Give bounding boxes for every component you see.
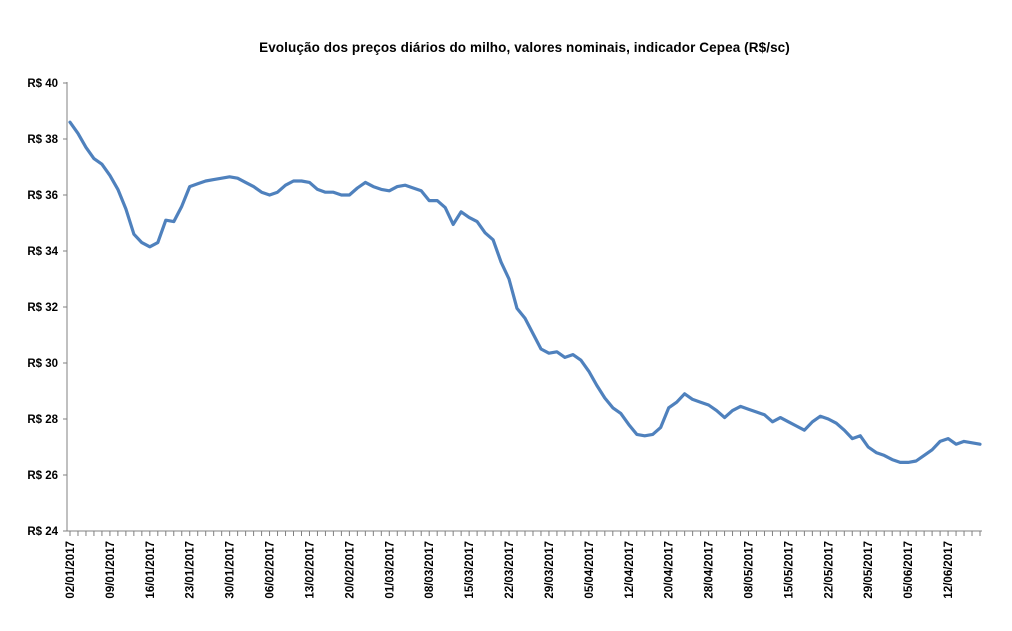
x-axis-label: 23/01/2017 [185,541,197,599]
x-axis-label: 05/06/2017 [903,541,915,599]
x-axis-label: 09/01/2017 [105,541,117,599]
chart-title: Evolução dos preços diários do milho, va… [259,40,790,55]
x-axis-label: 02/01/2017 [65,541,77,599]
price-line [68,120,982,464]
x-axis-label: 29/03/2017 [544,541,556,599]
x-axis-label: 12/06/2017 [943,541,955,599]
x-axis-label: 15/05/2017 [783,541,795,599]
y-axis-label: R$ 34 [27,246,58,258]
y-axis-label: R$ 38 [27,134,58,146]
x-axis-label: 08/03/2017 [424,541,436,599]
x-axis-label: 05/04/2017 [584,541,596,599]
x-axis-label: 20/02/2017 [344,541,356,599]
y-axis-label: R$ 40 [27,78,58,90]
x-axis-label: 29/05/2017 [863,541,875,599]
y-axis-label: R$ 32 [27,302,58,314]
x-axis-label: 20/04/2017 [664,541,676,599]
x-axis-label: 08/05/2017 [744,541,756,599]
x-axis-label: 06/02/2017 [265,541,277,599]
x-axis-label: 28/04/2017 [704,541,716,599]
x-axis-label: 12/04/2017 [624,541,636,599]
y-axis-label: R$ 30 [27,358,58,370]
x-axis-label: 16/01/2017 [145,541,157,599]
x-axis-label: 13/02/2017 [304,541,316,599]
y-axis-label: R$ 24 [27,526,58,538]
x-axis-label: 15/03/2017 [464,541,476,599]
x-axis-label: 30/01/2017 [225,541,237,599]
x-axis-label: 22/03/2017 [504,541,516,599]
x-axis-label: 01/03/2017 [384,541,396,599]
y-axis-label: R$ 36 [27,190,58,202]
y-axis-label: R$ 26 [27,470,58,482]
y-axis-label: R$ 28 [27,414,58,426]
x-axis-label: 22/05/2017 [823,541,835,599]
